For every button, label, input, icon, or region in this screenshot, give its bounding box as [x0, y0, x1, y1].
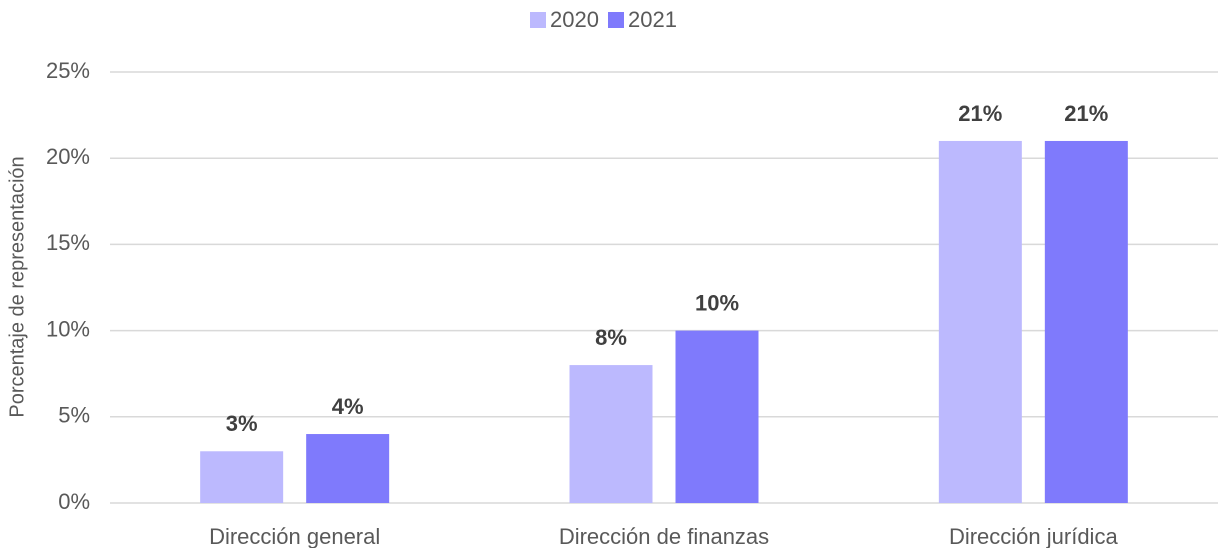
bar	[569, 365, 653, 503]
data-label: 4%	[332, 394, 364, 419]
x-tick-label: Dirección general	[209, 524, 380, 548]
y-tick-label: 15%	[46, 230, 90, 255]
x-tick-label: Dirección jurídica	[949, 524, 1118, 548]
data-label: 21%	[958, 101, 1002, 126]
data-label: 10%	[695, 290, 739, 315]
y-tick-label: 20%	[46, 144, 90, 169]
y-tick-label: 25%	[46, 58, 90, 83]
x-tick-label: Dirección de finanzas	[559, 524, 769, 548]
bar	[1044, 140, 1128, 503]
bar	[938, 140, 1022, 503]
bar	[200, 451, 284, 503]
y-axis-label: Porcentaje de representación	[6, 156, 28, 417]
y-tick-label: 10%	[46, 316, 90, 341]
legend-swatch	[530, 12, 546, 28]
legend-label: 2021	[628, 7, 677, 32]
bar	[306, 434, 390, 503]
data-label: 8%	[595, 325, 627, 350]
legend-swatch	[608, 12, 624, 28]
bar	[675, 330, 759, 503]
data-label: 3%	[226, 411, 258, 436]
y-tick-label: 5%	[58, 403, 90, 428]
y-tick-label: 0%	[58, 489, 90, 514]
legend-label: 2020	[550, 7, 599, 32]
data-label: 21%	[1064, 101, 1108, 126]
